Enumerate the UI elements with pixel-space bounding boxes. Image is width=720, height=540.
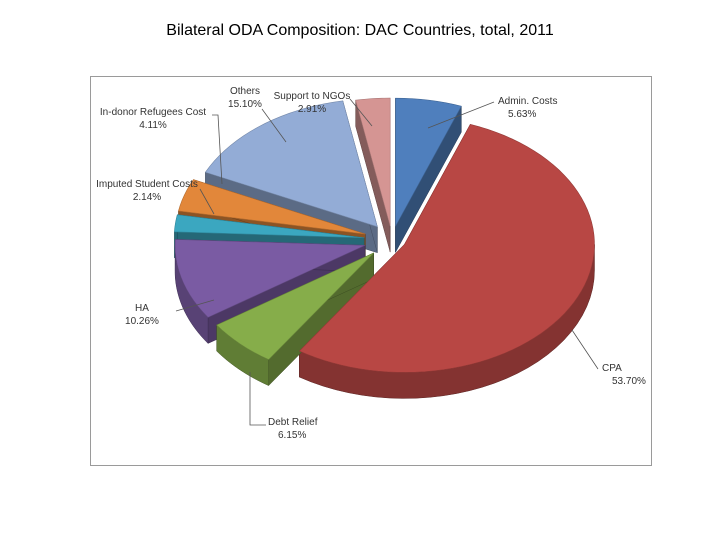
pie-slice-imputed-student-costs	[174, 214, 365, 239]
leader-line-others	[261, 108, 287, 143]
pie-slice-support-to-ngos	[355, 97, 391, 227]
leader-line-admin-costs	[427, 101, 495, 129]
slice-label-imputed-student-costs: Imputed Student Costs	[96, 179, 198, 190]
leader-line-cpa	[571, 329, 599, 370]
pie-slice-debt-relief	[216, 252, 374, 360]
pie-slice-in-donor-refugees-cost	[178, 179, 366, 235]
slice-value-debt-relief: 6.15%	[278, 430, 306, 441]
leader-line-in-donor-refugees-cost	[212, 114, 223, 185]
slice-value-cpa: 53.70%	[612, 376, 646, 387]
leader-line-support-to-ngos	[349, 98, 373, 127]
slice-value-others: 15.10%	[228, 99, 262, 110]
slice-labels: Admin. Costs 5.63% CPA 53.70% Debt Relief 6.1…	[96, 86, 646, 441]
slice-label-debt-relief: Debt Relief	[268, 417, 318, 428]
slice-label-others: Others	[230, 86, 260, 97]
slice-label-cpa: CPA	[602, 363, 622, 374]
slice-label-admin-costs: Admin. Costs	[498, 96, 557, 107]
chart-title: Bilateral ODA Composition: DAC Countries…	[166, 22, 554, 39]
slice-value-ha: 10.26%	[125, 316, 159, 327]
slice-tops	[174, 97, 595, 373]
slice-label-ha: HA	[135, 303, 149, 314]
pie-slice-admin-costs	[395, 97, 462, 227]
slice-value-support-to-ngos: 2.91%	[298, 104, 326, 115]
slice-label-support-to-ngos: Support to NGOs	[274, 91, 351, 102]
pie-slice-cpa	[298, 124, 595, 373]
slice-value-in-donor-refugees-cost: 4.11%	[139, 120, 167, 131]
pie-slice-ha	[174, 239, 366, 318]
slice-label-in-donor-refugees-cost: In-donor Refugees Cost	[100, 107, 206, 118]
pie-slice-others	[204, 100, 378, 228]
slice-value-admin-costs: 5.63%	[508, 109, 536, 120]
leader-line-ha	[175, 299, 215, 312]
slice-value-imputed-student-costs: 2.14%	[133, 192, 161, 203]
leader-line-imputed-student-costs	[199, 188, 215, 215]
leader-line-debt-relief	[249, 372, 266, 426]
